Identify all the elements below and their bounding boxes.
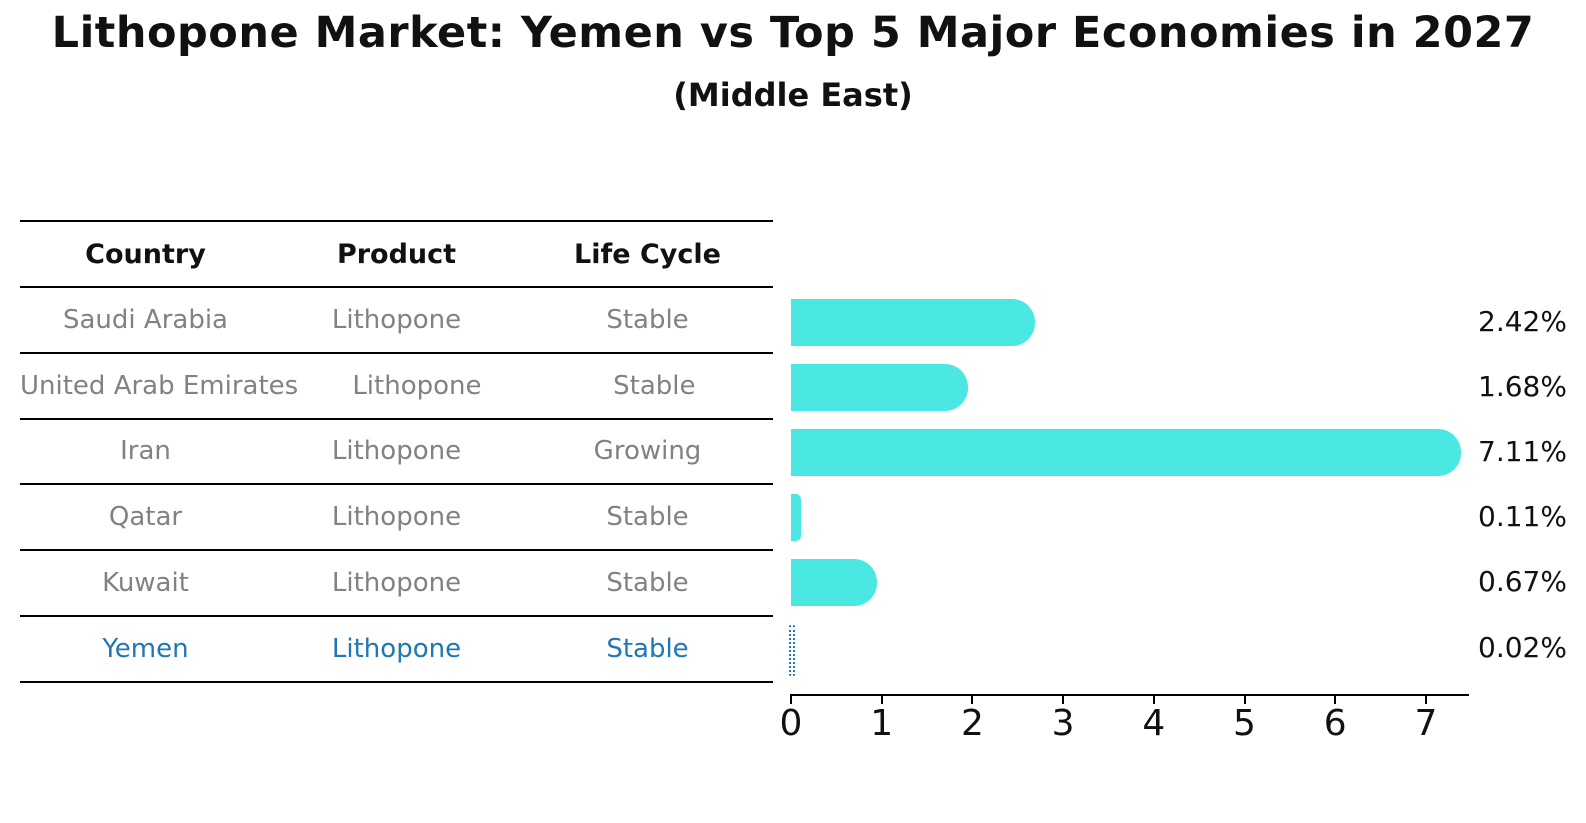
value-label-qatar: 0.11% (1478, 500, 1567, 533)
x-axis-line (790, 694, 1469, 696)
x-axis-tick (971, 696, 974, 704)
cell-life-cycle: Stable (606, 633, 689, 664)
x-axis-tick-label: 1 (870, 703, 894, 744)
bar-kuwait (791, 558, 877, 606)
cell-product: Lithopone (352, 370, 482, 401)
cell-country: Qatar (108, 502, 183, 533)
value-label-united-arab-emirates: 1.68% (1478, 370, 1567, 403)
value-label-saudi-arabia: 2.42% (1478, 305, 1567, 338)
chart-title: Lithopone Market: Yemen vs Top 5 Major E… (51, 8, 1535, 58)
x-axis-tick (1062, 696, 1065, 704)
cell-product: Lithopone (331, 502, 462, 533)
cell-life-cycle: Stable (606, 304, 689, 335)
country-table: Country Product Life Cycle Saudi Arabia … (20, 220, 773, 683)
bar-iran (791, 428, 1461, 476)
table-row: Iran Lithopone Growing (20, 420, 773, 486)
cell-country: Yemen (102, 633, 189, 664)
x-axis-tick-label: 7 (1414, 703, 1438, 744)
x-axis-tick (1424, 696, 1427, 704)
value-label-iran: 7.11% (1478, 435, 1567, 468)
bar-yemen (789, 624, 795, 676)
x-axis-tick-label: 5 (1233, 703, 1256, 744)
cell-product: Lithopone (331, 633, 462, 664)
x-axis-tick (880, 696, 883, 704)
column-header-product: Product (336, 238, 457, 270)
table-header-row: Country Product Life Cycle (20, 222, 773, 288)
table-row: Kuwait Lithopone Stable (20, 551, 773, 617)
x-axis-tick (1243, 696, 1246, 704)
column-header-country: Country (85, 238, 206, 270)
cell-country: Saudi Arabia (63, 304, 228, 335)
cell-life-cycle: Growing (593, 436, 702, 467)
table-row: United Arab Emirates Lithopone Stable (20, 354, 773, 420)
cell-country: United Arab Emirates (20, 370, 299, 401)
bar-united-arab-emirates (791, 363, 969, 411)
cell-life-cycle: Stable (606, 568, 689, 599)
column-header-life-cycle: Life Cycle (574, 238, 721, 270)
cell-life-cycle: Stable (613, 370, 696, 401)
table-row: Qatar Lithopone Stable (20, 485, 773, 552)
x-axis-tick-label: 2 (960, 703, 984, 744)
cell-product: Lithopone (331, 304, 462, 335)
cell-country: Iran (120, 436, 171, 467)
bar-qatar (791, 493, 801, 541)
cell-product: Lithopone (331, 436, 462, 467)
bar-saudi-arabia (791, 298, 1036, 346)
value-label-kuwait: 0.67% (1478, 565, 1567, 598)
x-axis-tick (1334, 696, 1337, 704)
x-axis-tick-label: 4 (1142, 703, 1166, 744)
cell-country: Kuwait (102, 568, 189, 599)
x-axis-tick-label: 3 (1051, 703, 1075, 744)
value-label-yemen: 0.02% (1478, 631, 1567, 664)
cell-life-cycle: Stable (606, 502, 689, 533)
table-row: Saudi Arabia Lithopone Stable (20, 288, 773, 354)
x-axis-tick-label: 6 (1323, 703, 1347, 744)
x-axis-tick-label: 0 (779, 703, 803, 744)
x-axis-tick (1152, 696, 1155, 704)
table-row-yemen-highlighted: Yemen Lithopone Stable (20, 617, 773, 683)
cell-product: Lithopone (331, 568, 462, 599)
chart-subtitle: (Middle East) (673, 76, 913, 114)
x-axis-tick (790, 696, 792, 704)
